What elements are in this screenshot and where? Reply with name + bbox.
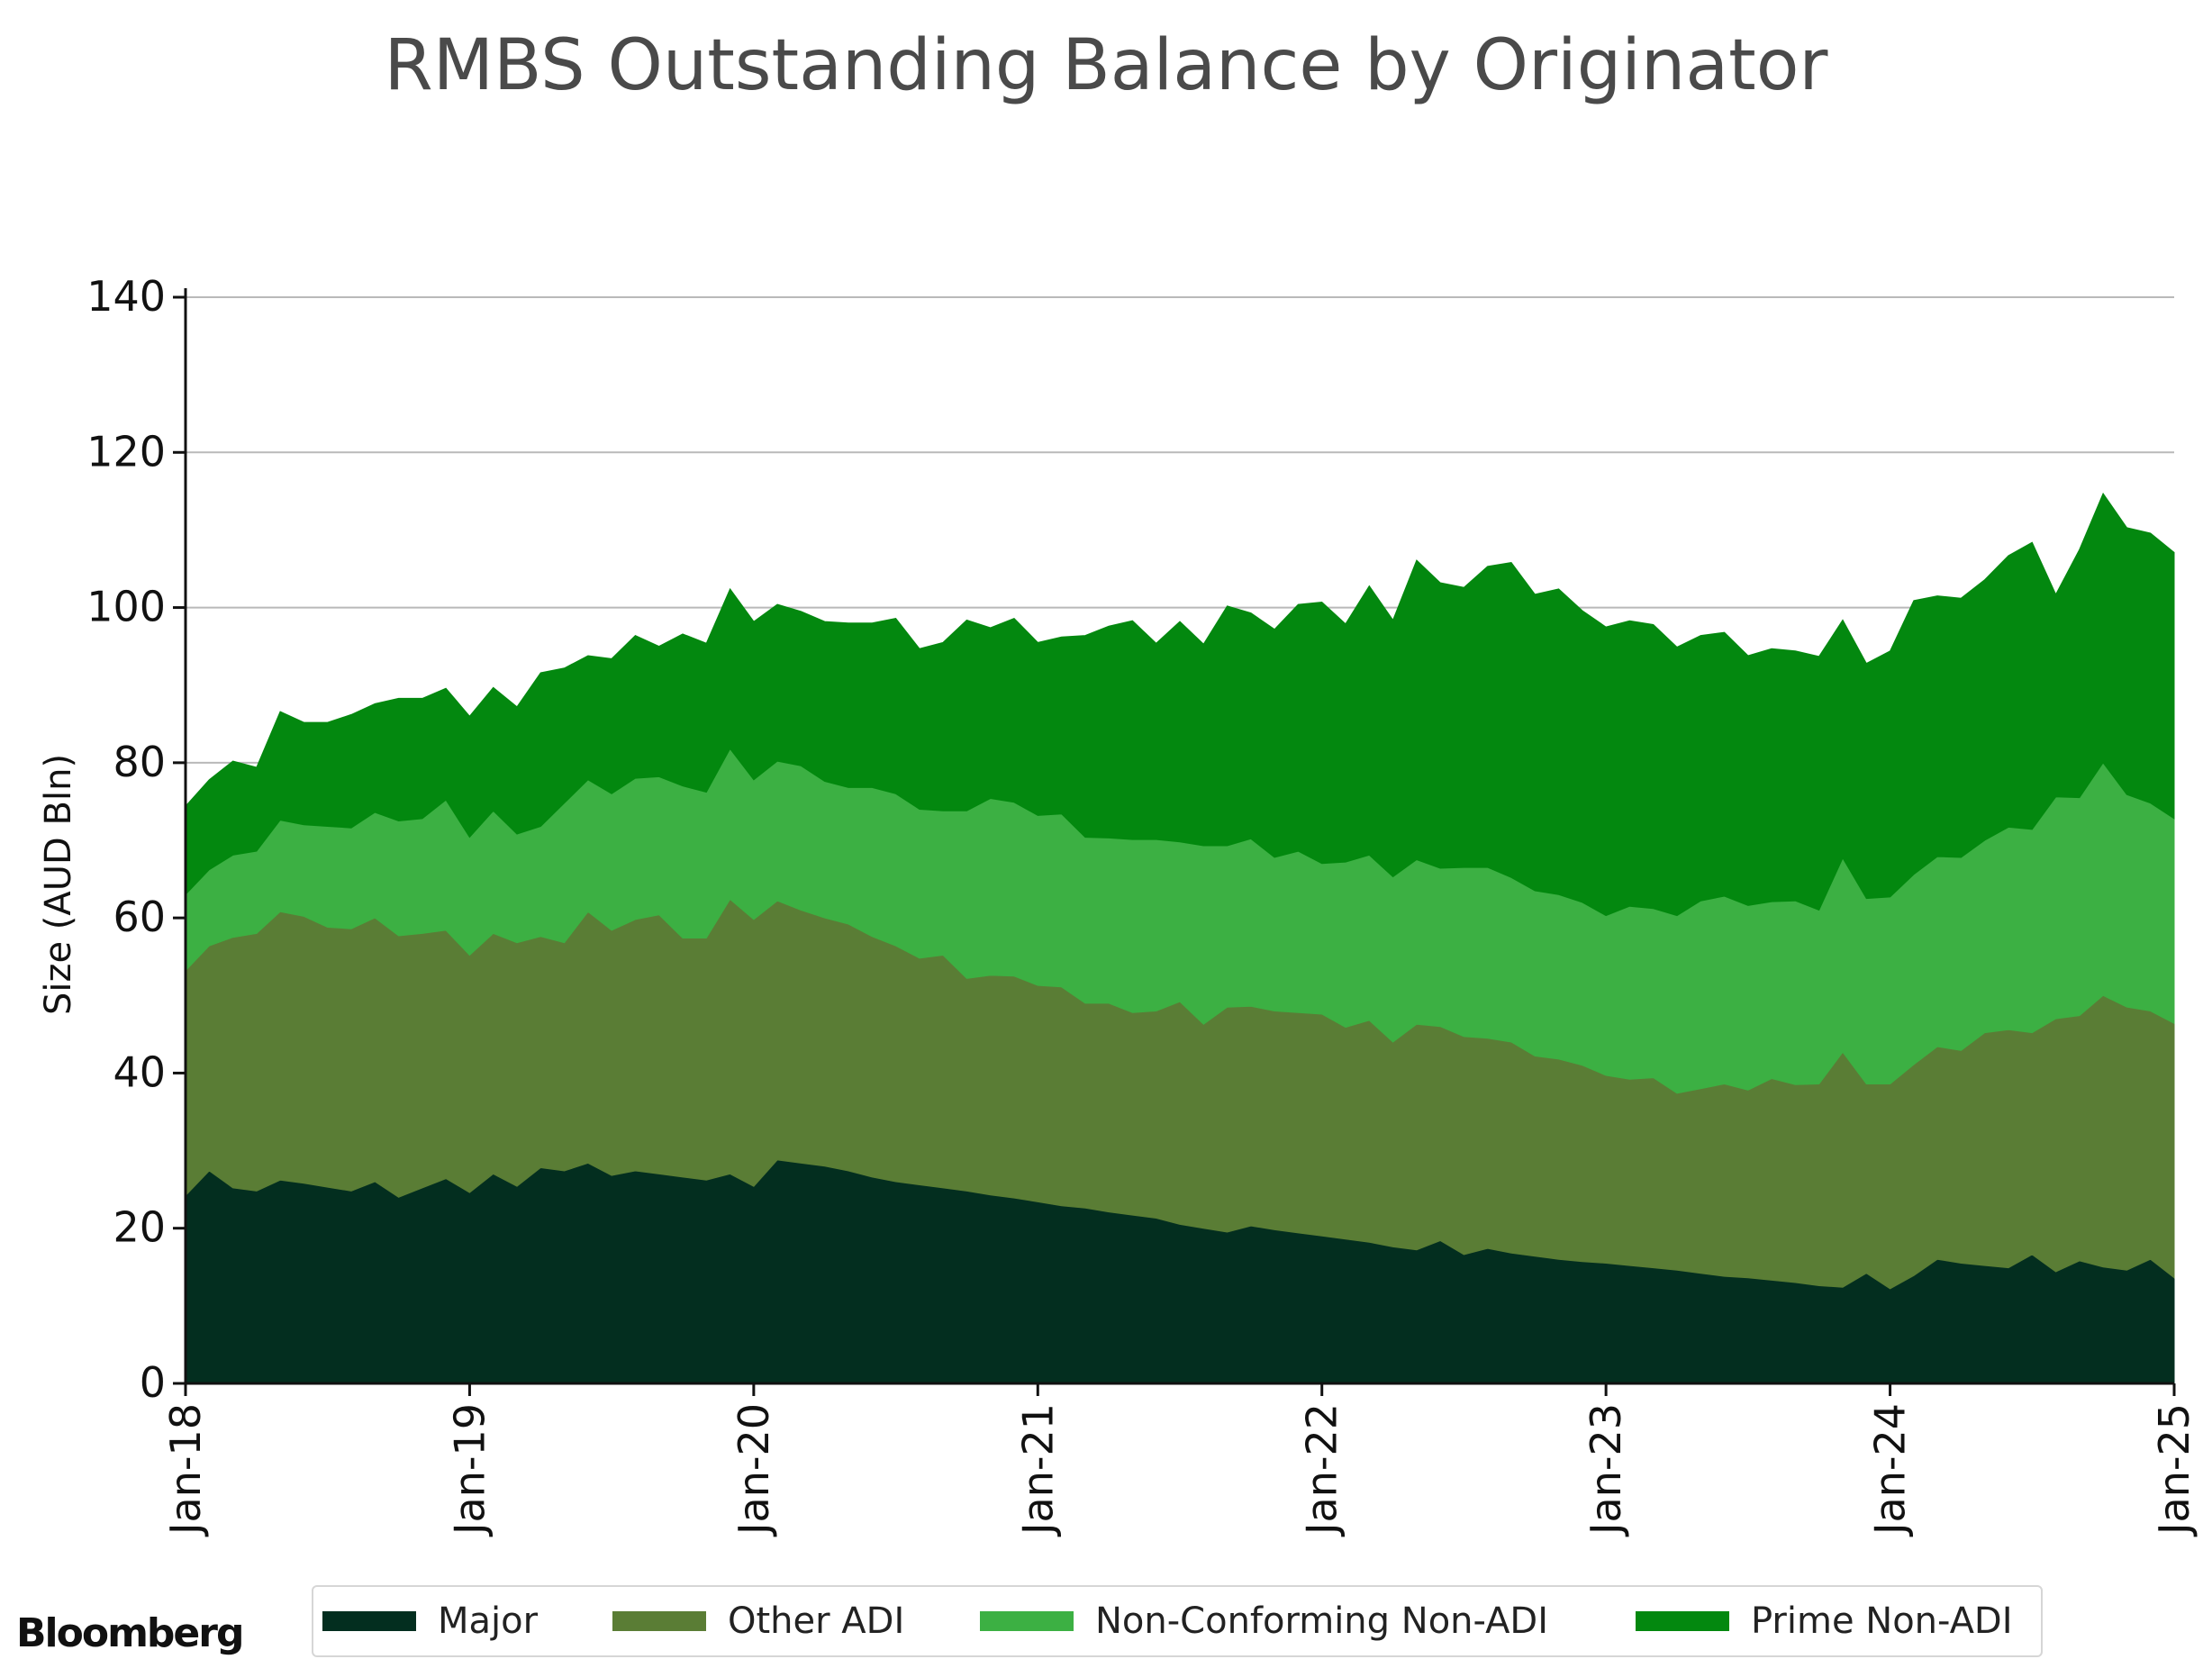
legend-swatch-major xyxy=(322,1611,416,1631)
chart-title: RMBS Outstanding Balance by Originator xyxy=(384,25,1828,106)
legend-item-non-conforming-non-adi: Non-Conforming Non-ADI xyxy=(980,1600,1636,1642)
legend: Major Other ADI Non-Conforming Non-ADI P… xyxy=(312,1585,2043,1657)
y-tick-label-80: 80 xyxy=(113,738,166,786)
x-tick-label-jan-23: Jan-23 xyxy=(1582,1403,1630,1537)
y-tick-label-140: 140 xyxy=(86,272,166,321)
x-tick-label-jan-22: Jan-22 xyxy=(1298,1403,1346,1537)
legend-item-other-adi: Other ADI xyxy=(612,1600,980,1642)
y-axis-label: Size (AUD Bln) xyxy=(38,754,79,1015)
area-prime-non-adi xyxy=(185,492,2175,917)
y-tick-label-60: 60 xyxy=(113,893,166,941)
y-tick-label-20: 20 xyxy=(113,1203,166,1252)
legend-label-major: Major xyxy=(438,1600,539,1642)
axes xyxy=(173,288,2176,1396)
y-tick-label-0: 0 xyxy=(140,1358,166,1407)
y-tick-label-100: 100 xyxy=(86,583,166,631)
x-tick-label-jan-25: Jan-25 xyxy=(2150,1403,2198,1537)
legend-label-other-adi: Other ADI xyxy=(728,1600,905,1642)
y-tick-labels: 0 20 40 60 80 100 120 140 xyxy=(86,272,166,1407)
y-tick-label-120: 120 xyxy=(86,427,166,476)
x-tick-label-jan-21: Jan-21 xyxy=(1013,1403,1062,1537)
legend-item-major: Major xyxy=(322,1600,612,1642)
legend-item-prime-non-adi: Prime Non-ADI xyxy=(1636,1600,2013,1642)
legend-swatch-other-adi xyxy=(612,1611,706,1631)
area-series xyxy=(185,492,2175,1384)
x-tick-label-jan-20: Jan-20 xyxy=(730,1403,778,1537)
legend-label-non-conforming-non-adi: Non-Conforming Non-ADI xyxy=(1095,1600,1549,1642)
x-tick-label-jan-19: Jan-19 xyxy=(445,1403,494,1537)
legend-swatch-prime-non-adi xyxy=(1636,1611,1729,1631)
x-tick-label-jan-18: Jan-18 xyxy=(161,1403,210,1537)
legend-swatch-non-conforming-non-adi xyxy=(980,1611,1074,1631)
x-tick-label-jan-24: Jan-24 xyxy=(1866,1403,1915,1537)
legend-label-prime-non-adi: Prime Non-ADI xyxy=(1751,1600,2013,1642)
x-tick-labels: Jan-18 Jan-19 Jan-20 Jan-21 Jan-22 Jan-23 Jan-… xyxy=(161,1403,2198,1537)
y-tick-label-40: 40 xyxy=(113,1047,166,1096)
bloomberg-logo: Bloomberg xyxy=(16,1610,244,1656)
